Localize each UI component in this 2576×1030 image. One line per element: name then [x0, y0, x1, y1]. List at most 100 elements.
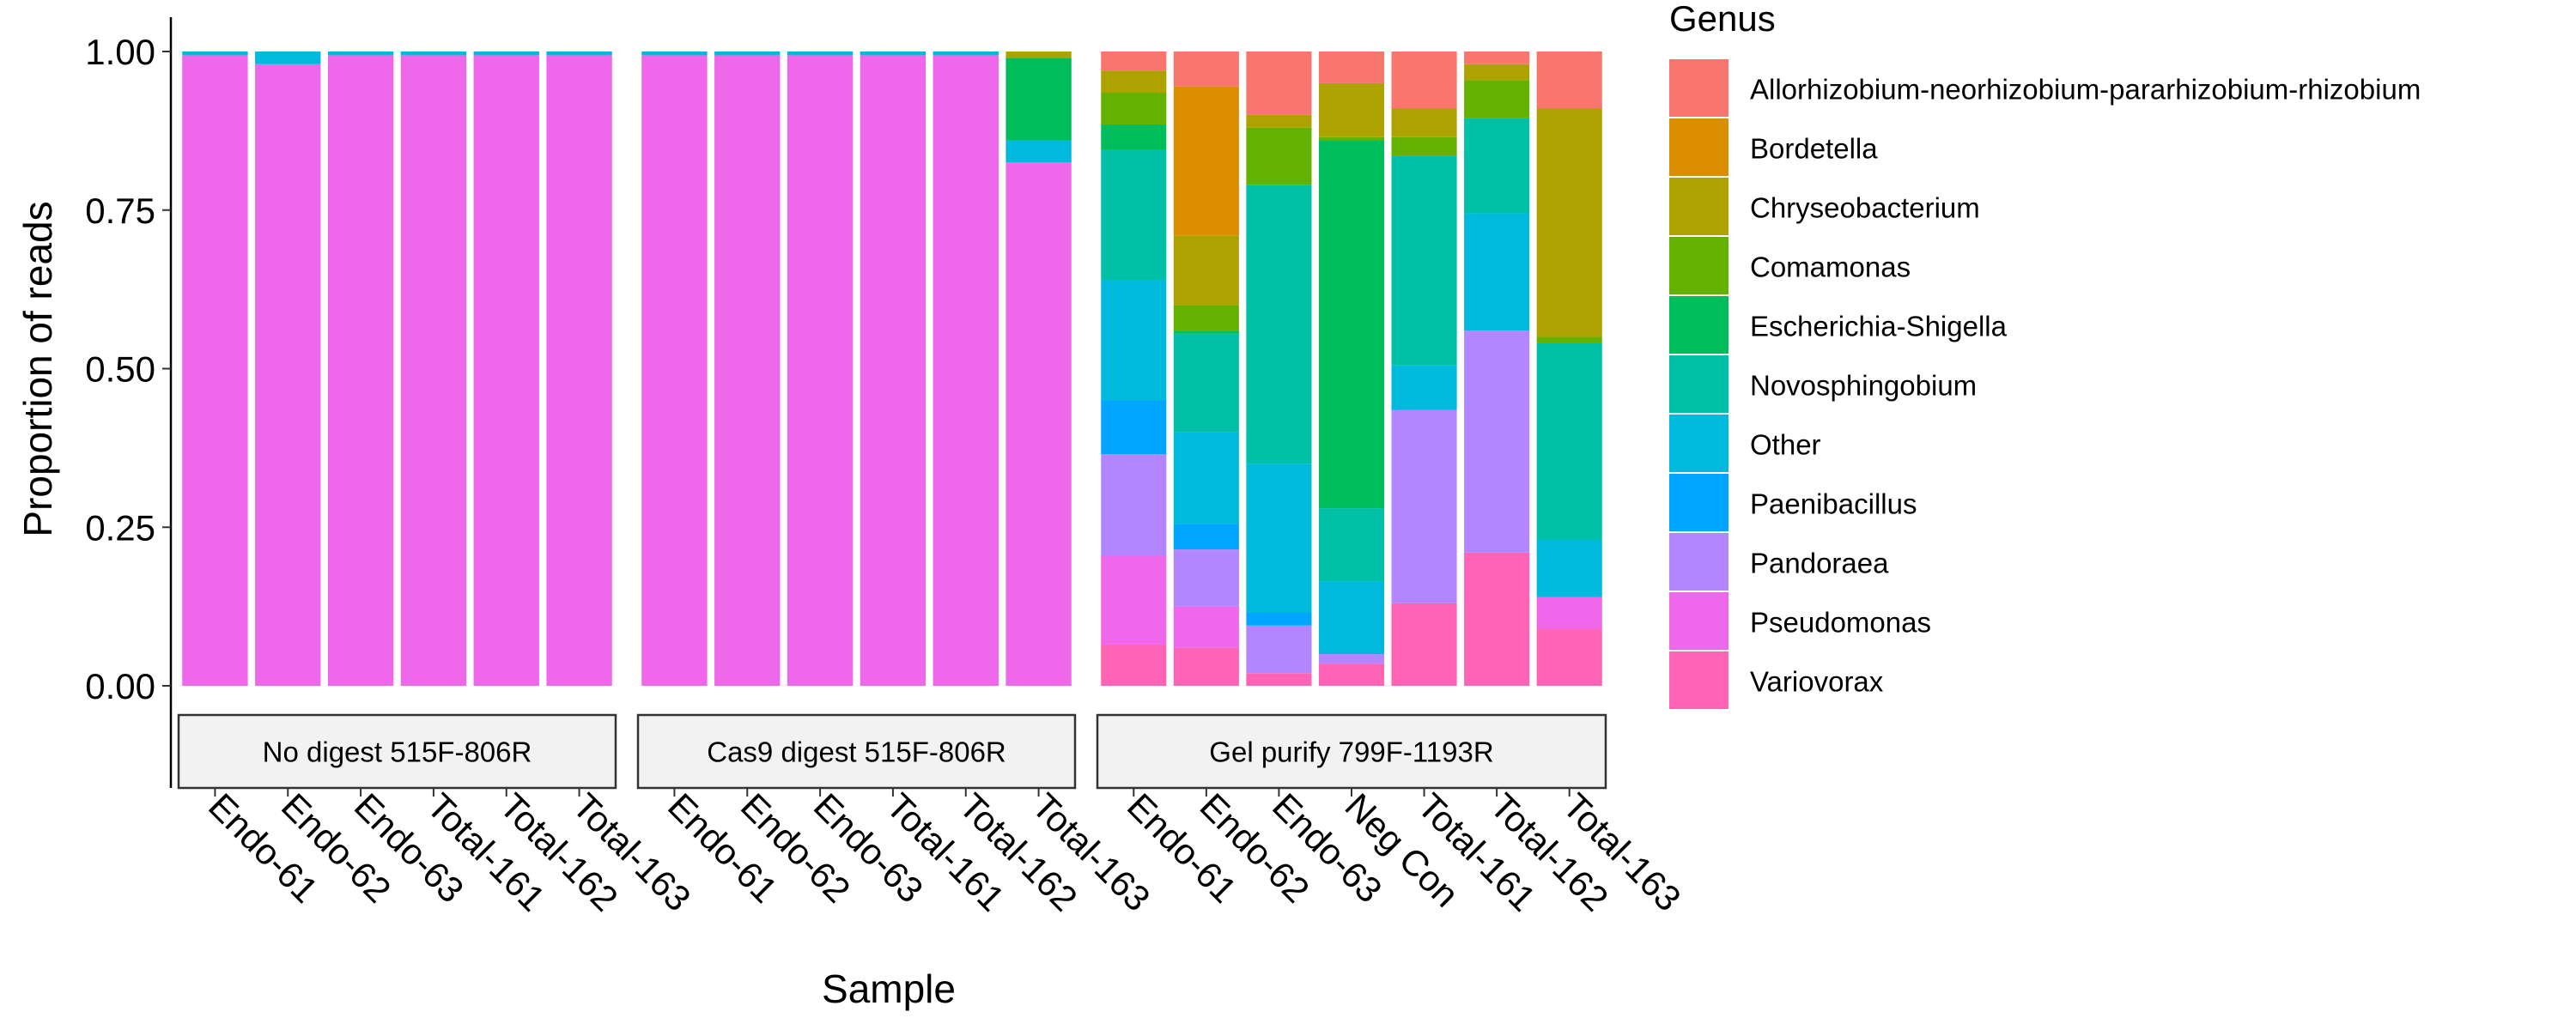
legend-item-novosphingobium: Novosphingobium	[1669, 355, 1977, 413]
bar-segment-variovorax	[1391, 603, 1457, 686]
bar-segment-pseudomonas	[933, 55, 999, 687]
bar-segment-other	[1173, 432, 1239, 524]
bar-segment-other	[1101, 280, 1167, 401]
legend-item-allorhizobium-neorhizobium-pararhizobium-rhizobium: Allorhizobium-neorhizobium-pararhizobium…	[1669, 59, 2421, 117]
y-tick-label: 1.00	[85, 32, 155, 72]
facet-strip-label: Gel purify 799F-1193R	[1209, 736, 1493, 768]
legend-swatch	[1669, 533, 1728, 591]
bar-total-162	[1464, 52, 1530, 686]
bar-segment-pandoraea	[1318, 654, 1385, 664]
bar-segment-other	[933, 52, 999, 56]
bar-segment-chryseobacterium	[1246, 114, 1312, 128]
bar-segment-escherichia-shigella	[1005, 58, 1072, 141]
legend-item-variovorax: Variovorax	[1669, 651, 1884, 709]
bar-segment-novosphingobium	[1101, 149, 1167, 281]
facet-strip-box	[177, 713, 617, 790]
panel-cas9-digest-515f-806r: Endo-61Endo-62Endo-63Total-161Total-162T…	[636, 52, 1158, 919]
bar-segment-novosphingobium	[1391, 155, 1457, 366]
legend-swatch	[1669, 415, 1728, 472]
legend-label: Comamonas	[1750, 251, 1911, 283]
bar-segment-chryseobacterium	[1318, 82, 1385, 137]
facet-strip-label: Cas9 digest 515F-806R	[707, 736, 1006, 768]
facet-strip-label: No digest 515F-806R	[263, 736, 532, 768]
bar-segment-comamonas	[1173, 305, 1239, 331]
bar-segment-chryseobacterium	[1536, 108, 1602, 337]
bar-segment-variovorax	[1246, 673, 1312, 686]
bar-total-163	[546, 52, 612, 687]
panel-no-digest-515f-806r: Endo-61Endo-62Endo-63Total-161Total-162T…	[177, 52, 699, 919]
bar-segment-pseudomonas	[1101, 555, 1167, 645]
y-tick-label: 0.50	[85, 349, 155, 390]
legend-item-paenibacillus: Paenibacillus	[1669, 474, 1917, 531]
bar-segment-other	[641, 52, 708, 56]
bar-segment-pseudomonas	[641, 55, 708, 687]
legend-item-pseudomonas: Pseudomonas	[1669, 592, 1931, 650]
bar-segment-other	[327, 52, 394, 56]
bar-segment-novosphingobium	[1536, 342, 1602, 541]
bar-segment-variovorax	[1464, 552, 1530, 686]
facet-strip: No digest 515F-806R	[177, 713, 617, 790]
legend-item-pandoraea: Pandoraea	[1669, 533, 1889, 591]
bar-segment-variovorax	[1101, 644, 1167, 686]
bar-segment-chryseobacterium	[1391, 108, 1457, 137]
legend-swatch	[1669, 651, 1728, 709]
bar-total-162	[473, 52, 539, 687]
y-axis: 0.00 0.25 0.50 0.75 1.00	[85, 17, 173, 788]
bar-segment-escherichia-shigella	[1318, 140, 1385, 509]
bar-endo-61	[641, 52, 708, 687]
bar-endo-62	[255, 52, 321, 686]
bar-segment-allorhizobium-neorhizobium-pararhizobium-rhizobium	[1536, 52, 1602, 109]
bar-segment-pandoraea	[1173, 549, 1239, 607]
bar-segment-pseudomonas	[787, 55, 854, 687]
bar-endo-62	[1173, 52, 1239, 686]
bar-segment-pseudomonas	[255, 64, 321, 686]
bar-total-161	[860, 52, 927, 687]
bar-total-161	[1391, 52, 1457, 686]
bar-segment-other	[1246, 464, 1312, 614]
bar-segment-chryseobacterium	[1173, 235, 1239, 306]
bar-segment-other	[400, 52, 467, 56]
legend-swatch	[1669, 355, 1728, 413]
legend-item-bordetella: Bordetella	[1669, 118, 1878, 176]
legend-swatch	[1669, 592, 1728, 650]
bar-segment-novosphingobium	[1318, 508, 1385, 582]
bar-segment-other	[1391, 365, 1457, 410]
bar-segment-variovorax	[1173, 647, 1239, 686]
bar-segment-variovorax	[1536, 628, 1602, 686]
bar-segment-escherichia-shigella	[1101, 124, 1167, 150]
bar-segment-paenibacillus	[1246, 613, 1312, 626]
bar-segment-comamonas	[1536, 336, 1602, 343]
bar-endo-61	[182, 52, 248, 687]
bar-segment-paenibacillus	[1101, 400, 1167, 455]
bar-segment-comamonas	[1246, 127, 1312, 185]
legend-item-comamonas: Comamonas	[1669, 237, 1911, 294]
bar-endo-61	[1101, 52, 1167, 686]
bar-segment-other	[473, 52, 539, 56]
bar-segment-chryseobacterium	[1101, 70, 1167, 94]
bar-segment-novosphingobium	[1464, 118, 1530, 214]
bar-segment-other	[1536, 540, 1602, 597]
bar-segment-pseudomonas	[327, 55, 394, 687]
legend-swatch	[1669, 237, 1728, 294]
legend-item-escherichia-shigella: Escherichia-Shigella	[1669, 296, 2008, 354]
legend-swatch	[1669, 474, 1728, 531]
bar-segment-pseudomonas	[1173, 606, 1239, 648]
legend-swatch	[1669, 59, 1728, 117]
y-tick-label: 0.75	[85, 191, 155, 231]
bar-segment-allorhizobium-neorhizobium-pararhizobium-rhizobium	[1246, 52, 1312, 115]
bar-segment-pseudomonas	[1536, 597, 1602, 629]
facet-strip: Cas9 digest 515F-806R	[636, 713, 1077, 790]
bar-segment-allorhizobium-neorhizobium-pararhizobium-rhizobium	[1173, 52, 1239, 87]
bar-segment-other	[787, 52, 854, 56]
bar-endo-62	[714, 52, 781, 687]
bar-segment-other	[714, 52, 781, 56]
bar-total-161	[400, 52, 467, 687]
y-tick-label: 0.00	[85, 666, 155, 706]
legend-label: Other	[1750, 429, 1821, 461]
bar-segment-other	[546, 52, 612, 56]
bar-endo-63	[787, 52, 854, 687]
legend-label: Pseudomonas	[1750, 607, 1931, 639]
bar-segment-pseudomonas	[473, 55, 539, 687]
